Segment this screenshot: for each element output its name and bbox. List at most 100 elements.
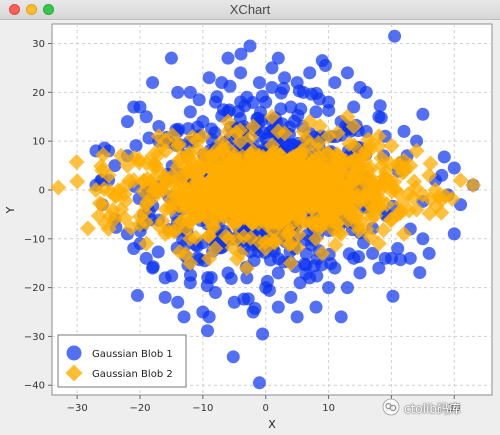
point-gaussian-blob-2 [88,181,104,198]
point-gaussian-blob-1 [208,95,222,109]
point-gaussian-blob-2 [227,147,244,164]
point-gaussian-blob-1 [108,159,122,173]
minimize-window-button[interactable] [26,4,37,15]
point-gaussian-blob-1 [272,252,286,266]
point-gaussian-blob-2 [157,225,174,242]
point-gaussian-blob-2 [345,118,362,135]
point-gaussian-blob-1 [271,266,285,280]
point-gaussian-blob-2 [183,154,200,171]
point-gaussian-blob-1 [221,105,235,119]
point-gaussian-blob-2 [163,191,180,208]
point-gaussian-blob-2 [370,235,387,252]
point-gaussian-blob-2 [301,136,318,153]
point-gaussian-blob-2 [388,183,405,200]
point-gaussian-blob-1 [277,81,291,95]
point-gaussian-blob-1 [205,122,219,136]
point-gaussian-blob-2 [228,205,245,222]
point-gaussian-blob-2 [243,158,260,175]
point-gaussian-blob-1 [257,126,271,140]
point-gaussian-blob-1 [202,71,216,85]
point-gaussian-blob-1 [243,39,257,53]
point-gaussian-blob-2 [169,138,186,155]
point-gaussian-blob-1 [435,168,449,182]
y-tick-label: 20 [32,88,45,99]
point-gaussian-blob-2 [341,135,358,152]
window-title: XChart [229,2,271,17]
point-gaussian-blob-2 [176,167,192,184]
point-gaussian-blob-1 [397,124,411,138]
y-tick-label: −20 [24,283,45,294]
point-gaussian-blob-1 [120,115,134,129]
point-gaussian-blob-1 [171,85,185,99]
y-tick-label: −10 [24,234,45,245]
point-gaussian-blob-1 [378,251,392,265]
close-window-button[interactable] [9,4,20,15]
point-gaussian-blob-2 [364,186,381,203]
point-gaussian-blob-1 [265,61,279,75]
point-gaussian-blob-1 [246,305,260,319]
y-tick-label: −40 [24,381,45,392]
point-gaussian-blob-2 [232,245,249,262]
point-gaussian-blob-2 [188,166,205,183]
point-gaussian-blob-2 [201,157,218,174]
y-tick-label: 10 [32,137,45,148]
point-gaussian-blob-1 [139,110,153,124]
point-gaussian-blob-2 [106,211,123,228]
point-gaussian-blob-1 [271,51,285,65]
x-tick-label: −30 [67,403,88,414]
point-gaussian-blob-2 [257,240,274,257]
legend-circle-marker [66,345,82,361]
point-gaussian-blob-1 [422,246,436,260]
point-gaussian-blob-2 [177,246,194,263]
maximize-window-button[interactable] [43,4,54,15]
x-tick-label: 10 [322,403,335,414]
point-gaussian-blob-2 [414,186,431,203]
point-gaussian-blob-2 [189,182,206,199]
point-gaussian-blob-1 [271,300,285,314]
point-gaussian-blob-2 [69,173,86,190]
point-gaussian-blob-2 [188,201,205,218]
point-gaussian-blob-2 [402,157,419,174]
point-gaussian-blob-2 [177,180,194,197]
point-gaussian-blob-2 [433,191,450,208]
point-gaussian-blob-1 [158,290,172,304]
point-gaussian-blob-2 [182,255,199,272]
point-gaussian-blob-1 [240,271,254,285]
point-gaussian-blob-2 [269,210,286,227]
point-gaussian-blob-2 [303,214,320,231]
point-gaussian-blob-2 [145,183,162,200]
point-gaussian-blob-2 [68,153,85,170]
point-gaussian-blob-2 [174,213,191,230]
point-gaussian-blob-2 [182,230,199,247]
point-gaussian-blob-2 [144,147,161,164]
point-gaussian-blob-1 [130,288,144,302]
point-gaussian-blob-1 [158,271,172,285]
point-gaussian-blob-2 [157,142,174,159]
point-gaussian-blob-1 [447,227,461,241]
point-gaussian-blob-1 [196,115,210,129]
point-gaussian-blob-1 [372,261,386,275]
point-gaussian-blob-2 [264,196,280,213]
point-gaussian-blob-1 [366,246,380,260]
legend-label-gaussian-blob-1: Gaussian Blob 1 [92,349,173,360]
title-bar[interactable]: XChart [0,0,500,20]
point-gaussian-blob-1 [309,300,323,314]
point-gaussian-blob-2 [377,172,394,189]
series-gaussian-blob-2-layer [50,108,482,277]
point-gaussian-blob-1 [372,110,386,124]
watermark-logo-icon [382,398,400,416]
point-gaussian-blob-1 [259,281,273,295]
point-gaussian-blob-2 [264,108,280,125]
point-gaussian-blob-1 [278,71,292,85]
point-gaussian-blob-1 [259,95,273,109]
point-gaussian-blob-2 [383,137,400,154]
point-gaussian-blob-2 [100,221,117,238]
point-gaussian-blob-2 [327,236,344,253]
point-gaussian-blob-2 [207,240,224,257]
point-gaussian-blob-2 [304,181,321,198]
point-gaussian-blob-2 [433,204,450,221]
